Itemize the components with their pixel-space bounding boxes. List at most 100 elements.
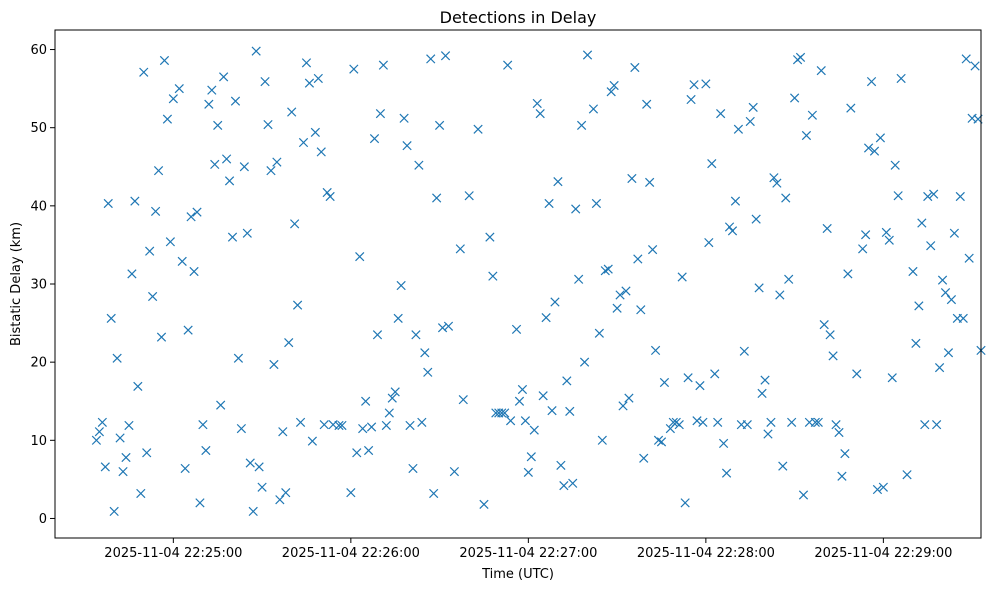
data-point-132 xyxy=(517,384,528,395)
data-point-121 xyxy=(479,499,489,510)
data-point-9 xyxy=(118,466,128,477)
data-point-162 xyxy=(609,80,619,91)
data-point-128 xyxy=(503,60,513,70)
data-point-59 xyxy=(269,359,279,370)
data-point-25 xyxy=(165,237,176,247)
data-point-153 xyxy=(579,357,590,367)
data-point-40 xyxy=(213,120,223,130)
data-point-225 xyxy=(798,490,809,500)
marker-layer xyxy=(91,46,986,517)
data-point-136 xyxy=(529,425,539,435)
data-point-254 xyxy=(890,160,900,170)
data-point-252 xyxy=(884,235,894,245)
data-point-118 xyxy=(458,395,468,405)
data-point-220 xyxy=(784,274,794,284)
data-point-166 xyxy=(621,286,631,296)
data-point-176 xyxy=(650,345,661,356)
data-point-198 xyxy=(718,438,729,449)
data-point-91 xyxy=(372,330,383,340)
data-point-30 xyxy=(183,325,193,335)
data-point-202 xyxy=(730,196,741,206)
data-point-219 xyxy=(781,193,791,203)
data-point-267 xyxy=(934,362,945,373)
data-point-53 xyxy=(251,46,261,56)
data-point-226 xyxy=(801,130,812,141)
data-point-20 xyxy=(150,206,161,216)
data-point-172 xyxy=(639,453,649,463)
data-point-237 xyxy=(834,427,844,438)
data-point-77 xyxy=(322,187,332,198)
data-point-184 xyxy=(677,272,687,282)
data-point-183 xyxy=(674,420,684,430)
data-point-203 xyxy=(733,124,744,134)
data-point-72 xyxy=(307,436,318,446)
data-point-189 xyxy=(692,416,702,426)
data-point-144 xyxy=(553,176,563,187)
y-tick-label-1: 10 xyxy=(30,434,47,449)
y-tick-label-4: 40 xyxy=(30,199,47,214)
data-point-3 xyxy=(100,462,110,472)
data-point-245 xyxy=(863,143,874,153)
data-point-21 xyxy=(153,166,164,176)
data-point-104 xyxy=(411,330,421,340)
data-point-262 xyxy=(920,420,930,430)
data-point-160 xyxy=(603,264,613,274)
data-point-148 xyxy=(565,406,575,417)
data-point-239 xyxy=(840,448,850,459)
data-point-157 xyxy=(594,328,604,338)
data-point-85 xyxy=(355,252,365,262)
y-tick-label-2: 20 xyxy=(30,356,47,371)
data-point-235 xyxy=(828,351,838,361)
data-point-159 xyxy=(600,266,610,276)
data-point-191 xyxy=(698,417,708,427)
data-point-244 xyxy=(860,230,871,240)
data-point-4 xyxy=(103,198,113,209)
data-point-54 xyxy=(254,462,264,472)
data-point-221 xyxy=(787,417,797,427)
data-point-141 xyxy=(544,198,554,209)
data-point-269 xyxy=(940,287,951,298)
data-point-236 xyxy=(831,420,841,430)
data-point-145 xyxy=(556,460,566,470)
data-point-6 xyxy=(109,506,119,517)
data-point-8 xyxy=(115,433,125,443)
data-point-181 xyxy=(668,417,678,427)
y-axis-label: Bistatic Delay (km) xyxy=(9,222,24,346)
data-point-94 xyxy=(381,420,391,431)
data-point-41 xyxy=(216,400,226,410)
data-point-247 xyxy=(869,146,880,156)
data-point-71 xyxy=(304,78,315,88)
data-point-63 xyxy=(281,488,291,498)
data-point-138 xyxy=(535,108,545,119)
data-point-151 xyxy=(574,274,584,284)
data-point-52 xyxy=(248,506,258,517)
data-point-66 xyxy=(290,219,300,229)
data-point-201 xyxy=(727,226,738,236)
data-point-195 xyxy=(710,369,720,379)
data-point-86 xyxy=(358,423,368,434)
data-point-2 xyxy=(97,417,107,427)
data-point-156 xyxy=(591,198,602,209)
data-point-61 xyxy=(275,495,285,505)
data-point-109 xyxy=(426,54,436,64)
data-point-108 xyxy=(423,367,433,377)
data-point-272 xyxy=(949,228,959,238)
data-point-261 xyxy=(917,218,927,228)
data-point-131 xyxy=(514,396,525,406)
data-point-194 xyxy=(707,159,717,169)
data-point-253 xyxy=(887,373,897,383)
data-point-242 xyxy=(852,369,862,379)
x-axis: 2025-11-04 22:25:00 2025-11-04 22:26:00 20… xyxy=(104,538,952,561)
data-point-22 xyxy=(156,332,167,342)
data-point-105 xyxy=(414,160,424,170)
data-point-0 xyxy=(91,435,102,445)
data-point-88 xyxy=(363,445,374,456)
data-point-208 xyxy=(748,102,758,112)
y-tick-label-6: 60 xyxy=(30,43,47,58)
data-point-31 xyxy=(186,212,196,222)
data-point-213 xyxy=(763,429,773,439)
data-point-255 xyxy=(893,191,903,201)
data-point-112 xyxy=(434,120,445,130)
data-point-196 xyxy=(713,417,723,427)
